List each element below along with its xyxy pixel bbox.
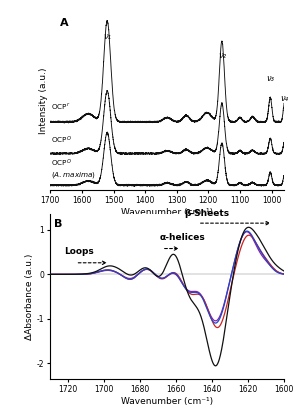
Text: OCP$^O$: OCP$^O$ xyxy=(51,135,72,146)
Y-axis label: ΔAbsorbance (a.u.): ΔAbsorbance (a.u.) xyxy=(25,253,34,340)
X-axis label: Wavenumber (cm⁻¹): Wavenumber (cm⁻¹) xyxy=(121,397,213,406)
Text: OCP$^O$
($A. maxima$): OCP$^O$ ($A. maxima$) xyxy=(51,158,96,180)
Text: ν₂: ν₂ xyxy=(218,51,226,60)
Text: A: A xyxy=(60,18,68,28)
Text: B: B xyxy=(54,219,62,229)
Text: β-Sheets: β-Sheets xyxy=(184,209,229,218)
Text: ν₃: ν₃ xyxy=(266,74,274,83)
Y-axis label: Intensity (a.u.): Intensity (a.u.) xyxy=(38,68,48,134)
Text: α-helices: α-helices xyxy=(160,233,206,242)
Text: Loops: Loops xyxy=(64,247,94,256)
Text: OCP$^r$: OCP$^r$ xyxy=(51,101,70,112)
Text: ν₄: ν₄ xyxy=(281,94,289,103)
Text: ν₁: ν₁ xyxy=(103,32,111,41)
X-axis label: Wavenumber (cm⁻¹): Wavenumber (cm⁻¹) xyxy=(121,208,213,217)
